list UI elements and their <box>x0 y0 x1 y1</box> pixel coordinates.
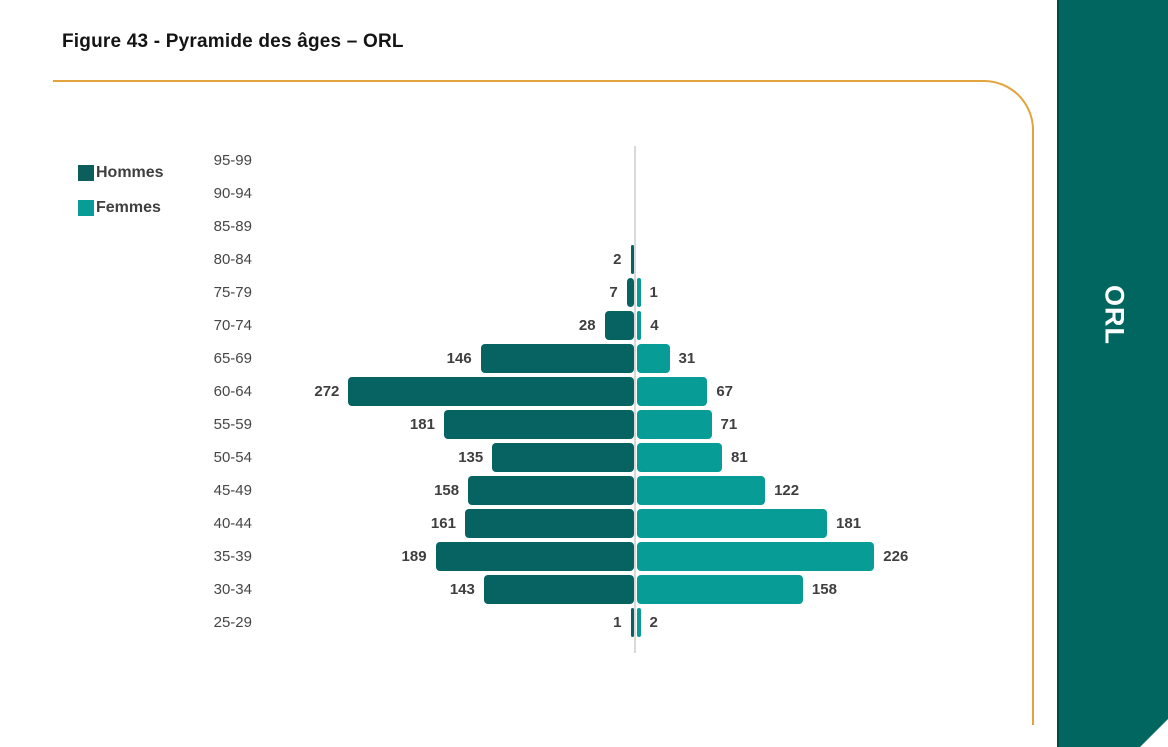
age-group-label: 80-84 <box>213 251 252 268</box>
pyramid-row: 40-44 161 181 <box>0 507 1045 540</box>
hommes-bar <box>443 410 634 439</box>
hommes-bar <box>480 344 634 373</box>
hommes-value-label: 189 <box>401 548 427 565</box>
age-group-label: 90-94 <box>213 185 252 202</box>
hommes-bar <box>492 443 634 472</box>
legend-swatch-femmes-icon <box>78 200 94 216</box>
legend-label-hommes: Hommes <box>96 164 164 181</box>
pyramid-row: 95-99 <box>0 144 1045 177</box>
sidebar-tab-orl[interactable]: ORL <box>1057 0 1168 747</box>
age-group-label: 75-79 <box>213 284 252 301</box>
age-group-label: 65-69 <box>213 350 252 367</box>
femmes-value-label: 71 <box>720 416 738 433</box>
pyramid-row: 70-74 28 4 <box>0 309 1045 342</box>
femmes-value-label: 181 <box>836 515 862 532</box>
femmes-bar <box>637 410 712 439</box>
age-group-label: 85-89 <box>213 218 252 235</box>
age-group-label: 55-59 <box>213 416 252 433</box>
pyramid-row: 85-89 <box>0 210 1045 243</box>
age-group-label: 35-39 <box>213 548 252 565</box>
hommes-value-label: 272 <box>314 383 340 400</box>
age-group-label: 25-29 <box>213 614 252 631</box>
hommes-bar <box>464 509 634 538</box>
hommes-value-label: 135 <box>458 449 484 466</box>
hommes-bar <box>626 278 634 307</box>
hommes-value-label: 2 <box>613 251 622 268</box>
hommes-bar <box>483 575 634 604</box>
pyramid-row: 65-69 146 31 <box>0 342 1045 375</box>
pyramid-row: 60-64 272 67 <box>0 375 1045 408</box>
hommes-value-label: 146 <box>446 350 472 367</box>
femmes-value-label: 81 <box>731 449 748 466</box>
hommes-value-label: 143 <box>449 581 475 598</box>
femmes-value-label: 1 <box>649 284 658 301</box>
pyramid-row: 45-49 158 122 <box>0 474 1045 507</box>
chart-legend: Hommes Femmes <box>78 163 164 233</box>
pyramid-row: 55-59 181 71 <box>0 408 1045 441</box>
hommes-bar <box>468 476 634 505</box>
legend-item-hommes: Hommes <box>78 163 164 183</box>
pyramid-row: 30-34 143 158 <box>0 573 1045 606</box>
femmes-value-label: 31 <box>678 350 696 367</box>
hommes-bar <box>630 245 634 274</box>
hommes-bar <box>348 377 634 406</box>
hommes-value-label: 158 <box>434 482 460 499</box>
femmes-bar <box>637 377 708 406</box>
pyramid-row: 35-39 189 226 <box>0 540 1045 573</box>
sidebar-tab-label: ORL <box>1099 285 1129 345</box>
legend-item-femmes: Femmes <box>78 198 164 218</box>
femmes-value-label: 122 <box>774 482 800 499</box>
age-group-label: 40-44 <box>213 515 252 532</box>
legend-swatch-hommes-icon <box>78 165 94 181</box>
femmes-bar <box>637 608 641 637</box>
femmes-value-label: 158 <box>811 581 837 598</box>
femmes-bar <box>637 278 641 307</box>
hommes-value-label: 28 <box>578 317 596 334</box>
femmes-bar <box>637 344 670 373</box>
age-group-label: 45-49 <box>213 482 252 499</box>
femmes-bar <box>637 443 723 472</box>
hommes-value-label: 161 <box>430 515 456 532</box>
femmes-value-label: 67 <box>716 383 734 400</box>
age-group-label: 70-74 <box>213 317 252 334</box>
hommes-value-label: 181 <box>409 416 435 433</box>
hommes-value-label: 7 <box>609 284 618 301</box>
femmes-value-label: 226 <box>883 548 909 565</box>
femmes-bar <box>637 509 828 538</box>
femmes-bar <box>637 542 875 571</box>
femmes-value-label: 4 <box>650 317 659 334</box>
hommes-bar <box>630 608 634 637</box>
pyramid-row: 80-84 2 <box>0 243 1045 276</box>
pyramid-row: 50-54 135 81 <box>0 441 1045 474</box>
center-axis-line <box>634 146 636 653</box>
femmes-bar <box>637 311 642 340</box>
age-group-label: 95-99 <box>213 152 252 169</box>
femmes-bar <box>637 575 803 604</box>
femmes-value-label: 2 <box>649 614 658 631</box>
hommes-value-label: 1 <box>613 614 622 631</box>
pyramid-chart: 95-99 90-94 85-89 80-84 2 75-79 7 1 70-74 28 4 65-6… <box>0 144 1045 641</box>
age-group-label: 30-34 <box>213 581 252 598</box>
pyramid-row: 90-94 <box>0 177 1045 210</box>
age-group-label: 60-64 <box>213 383 252 400</box>
femmes-bar <box>637 476 766 505</box>
pyramid-row: 25-29 1 2 <box>0 606 1045 639</box>
legend-label-femmes: Femmes <box>96 199 161 216</box>
hommes-bar <box>604 311 634 340</box>
hommes-bar <box>435 542 634 571</box>
figure-title: Figure 43 - Pyramide des âges – ORL <box>62 31 404 52</box>
pyramid-row: 75-79 7 1 <box>0 276 1045 309</box>
age-group-label: 50-54 <box>213 449 252 466</box>
